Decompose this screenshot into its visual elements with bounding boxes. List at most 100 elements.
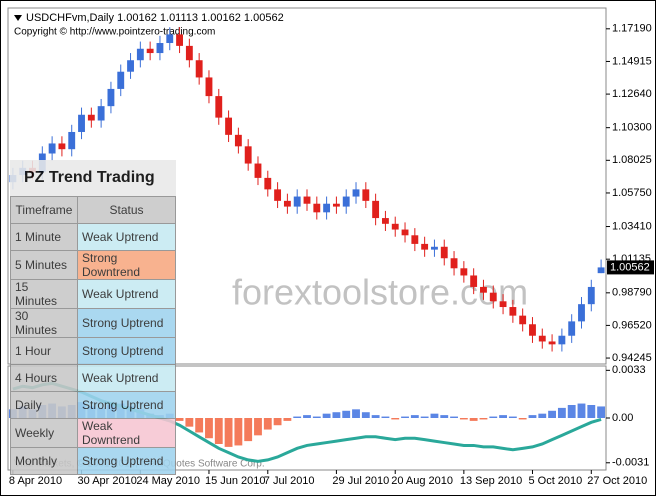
candle-body	[431, 246, 438, 250]
histogram-bar	[548, 410, 557, 418]
histogram-bar	[557, 407, 566, 418]
timeframe-cell: Daily	[10, 391, 78, 419]
candle-body	[372, 200, 380, 219]
copyright: Copyright © http://www.pointzero-trading…	[14, 27, 215, 38]
candle-body	[195, 60, 203, 78]
trend-row: Weekly Weak Downtrend	[10, 418, 176, 448]
histogram-bar	[597, 406, 606, 418]
candle-body	[352, 189, 360, 197]
y-tick-label: 1.05750	[612, 187, 652, 199]
trend-row: Daily Strong Uptrend	[10, 391, 176, 419]
x-tick-label: 13 Sep 2010	[460, 475, 522, 487]
x-tick-label: 8 Apr 2010	[9, 475, 62, 487]
candle-body	[362, 189, 370, 201]
trend-row: 4 Hours Weak Uptrend	[10, 364, 176, 392]
status-cell: Weak Uptrend	[77, 279, 176, 309]
y-tick-label: 0.00	[612, 412, 633, 424]
trend-row: 1 Minute Weak Uptrend	[10, 223, 176, 251]
status-cell: Strong Uptrend	[77, 391, 176, 419]
ohlc-low: 1.00162	[201, 12, 241, 24]
histogram-bar	[450, 416, 458, 418]
candle-body	[78, 114, 85, 132]
histogram-bar	[293, 416, 302, 418]
candle-body	[274, 189, 282, 201]
histogram-bar	[214, 418, 223, 444]
histogram-bar	[283, 418, 292, 421]
candle-body	[597, 267, 605, 274]
histogram-bar	[410, 415, 419, 418]
trend-row: 5 Minutes Strong Downtrend	[10, 250, 176, 280]
candle-body	[293, 196, 301, 207]
x-tick-label: 24 May 2010	[136, 475, 200, 487]
candle-body	[176, 34, 183, 46]
timeframe-cell: 1 Minute	[10, 223, 78, 251]
status-cell: Strong Uptrend	[77, 447, 176, 475]
candle-body	[136, 48, 144, 61]
candle-body	[264, 177, 272, 190]
symbol-name: USDCHFvm,Daily	[26, 12, 115, 24]
candle-body	[166, 34, 174, 44]
histogram-bar	[440, 415, 449, 418]
histogram-bar	[420, 416, 429, 418]
candle-body	[87, 114, 95, 121]
timeframe-cell: 30 Minutes	[10, 308, 78, 338]
candle-body	[548, 341, 556, 345]
trend-table: Timeframe Status 1 Minute Weak Uptrend 5 Mi…	[10, 196, 176, 475]
histogram-bar	[479, 418, 488, 420]
candle-body	[254, 163, 262, 178]
status-cell: Weak Uptrend	[77, 364, 176, 392]
histogram-bar	[538, 413, 547, 418]
candle-body	[283, 200, 291, 207]
candle-body	[146, 48, 154, 54]
candle-body	[97, 106, 105, 121]
trend-row: Monthly Strong Uptrend	[10, 447, 176, 475]
y-tick-label: 0.0033	[612, 364, 646, 376]
status-cell: Strong Downtrend	[77, 250, 176, 280]
candle-body	[107, 88, 115, 107]
candle-body	[519, 315, 527, 325]
histogram-bar	[567, 405, 576, 418]
header-cell: Status	[77, 196, 176, 224]
y-tick-label: 0.98790	[612, 287, 652, 299]
candle-body	[342, 196, 350, 207]
histogram-bar	[401, 416, 409, 418]
panel-title: PZ Trend Trading	[10, 160, 176, 196]
candle-body	[225, 117, 233, 135]
histogram-bar	[244, 418, 253, 442]
x-tick-label: 29 Jul 2010	[332, 475, 389, 487]
histogram-bar	[430, 413, 439, 418]
candle-body	[156, 43, 164, 54]
symbol: USDCHFvm,Daily 1.00162 1.01113 1.00162 1…	[26, 12, 284, 24]
x-tick-label: 5 Oct 2010	[528, 475, 582, 487]
x-tick-label: 15 Jun 2010	[205, 475, 266, 487]
header-cell: Timeframe	[10, 196, 78, 224]
candle-body	[529, 324, 536, 336]
histogram-bar	[342, 410, 351, 418]
candle-body	[411, 235, 419, 244]
trend-panel: PZ Trend Trading Timeframe Status 1 Minut…	[10, 160, 176, 475]
timeframe-cell: 4 Hours	[10, 364, 78, 392]
histogram-bar	[518, 418, 527, 420]
candle-body	[440, 246, 448, 259]
candle-body	[421, 243, 429, 250]
candle-body	[480, 286, 487, 293]
status-cell: Strong Uptrend	[77, 308, 176, 338]
menu-arrow	[14, 15, 22, 21]
x-tick-label: 27 Oct 2010	[587, 475, 647, 487]
candle-body	[303, 196, 311, 204]
histogram-bar	[332, 412, 341, 418]
histogram-bar	[195, 418, 204, 433]
histogram-bar	[361, 412, 370, 418]
y-tick-label: 1.12640	[612, 88, 652, 100]
y-tick-label: 1.14915	[612, 55, 652, 67]
histogram-bar	[303, 415, 311, 418]
candle-body	[58, 143, 66, 150]
candle-body	[470, 275, 478, 287]
histogram-bar	[352, 409, 360, 418]
candle-body	[391, 223, 399, 230]
histogram-bar	[185, 418, 194, 427]
price-box	[607, 260, 654, 275]
candle-body	[538, 335, 546, 342]
histogram-bar	[459, 418, 468, 420]
candle-body	[127, 60, 134, 72]
